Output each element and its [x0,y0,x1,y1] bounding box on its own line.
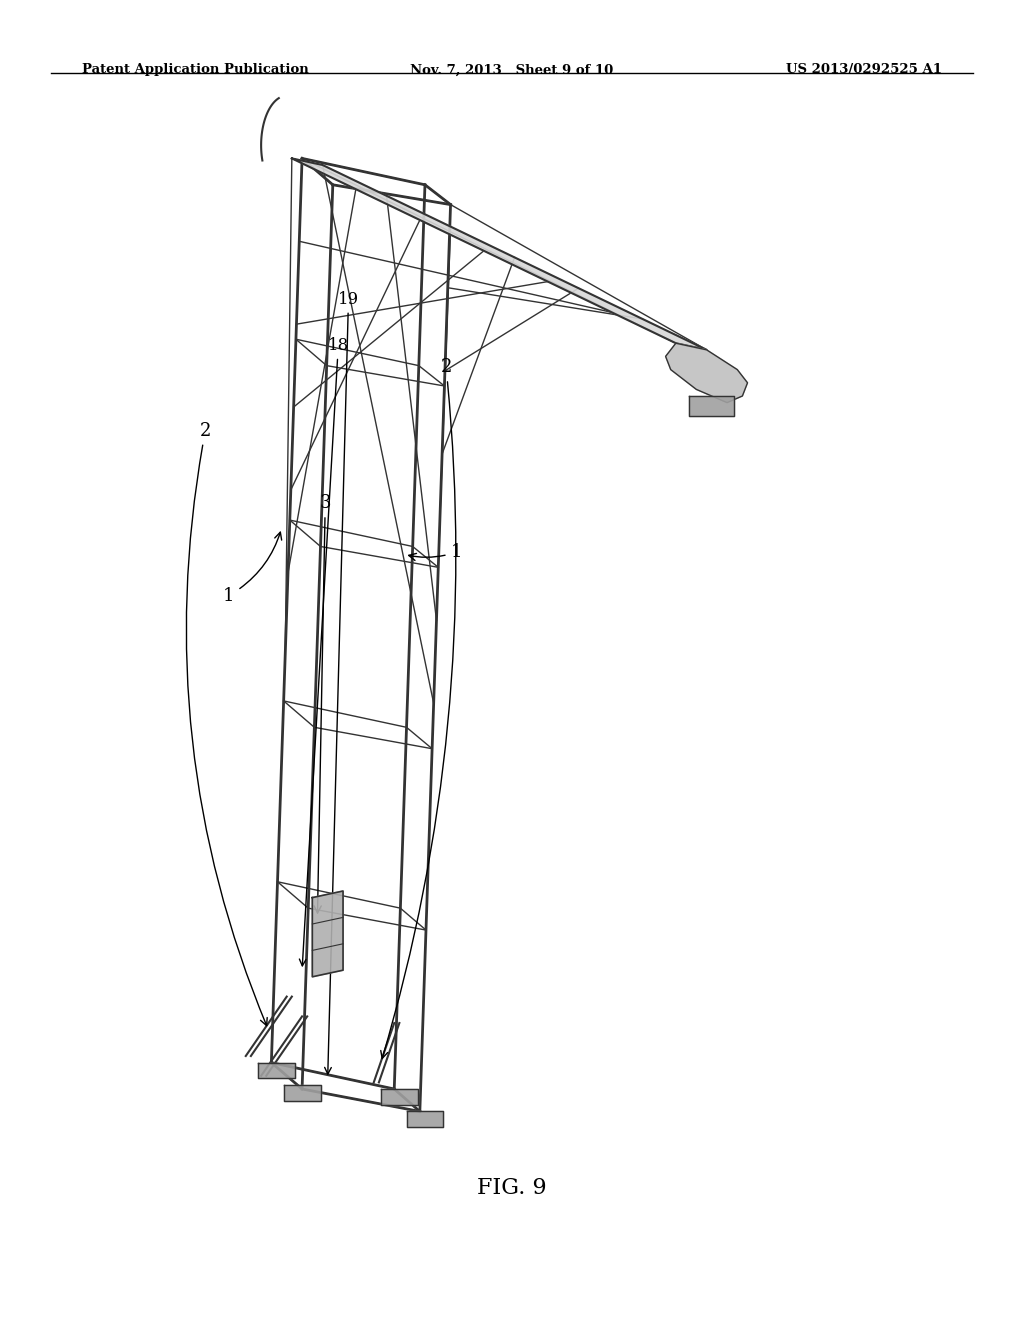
Text: FIG. 9: FIG. 9 [477,1177,547,1199]
Text: Patent Application Publication: Patent Application Publication [82,63,308,77]
Text: US 2013/0292525 A1: US 2013/0292525 A1 [786,63,942,77]
Text: 1: 1 [223,532,282,605]
Polygon shape [312,891,343,977]
Polygon shape [407,1111,443,1127]
Text: 2: 2 [381,358,456,1059]
Text: 2: 2 [186,421,267,1026]
Text: 18: 18 [299,337,349,966]
Polygon shape [666,343,748,403]
Text: 1: 1 [409,543,462,561]
Polygon shape [258,1063,295,1078]
Text: 19: 19 [325,290,359,1074]
Polygon shape [689,396,734,416]
Polygon shape [284,1085,321,1101]
Text: 3: 3 [314,494,331,913]
Polygon shape [292,158,707,350]
Text: Nov. 7, 2013   Sheet 9 of 10: Nov. 7, 2013 Sheet 9 of 10 [411,63,613,77]
Polygon shape [381,1089,418,1105]
